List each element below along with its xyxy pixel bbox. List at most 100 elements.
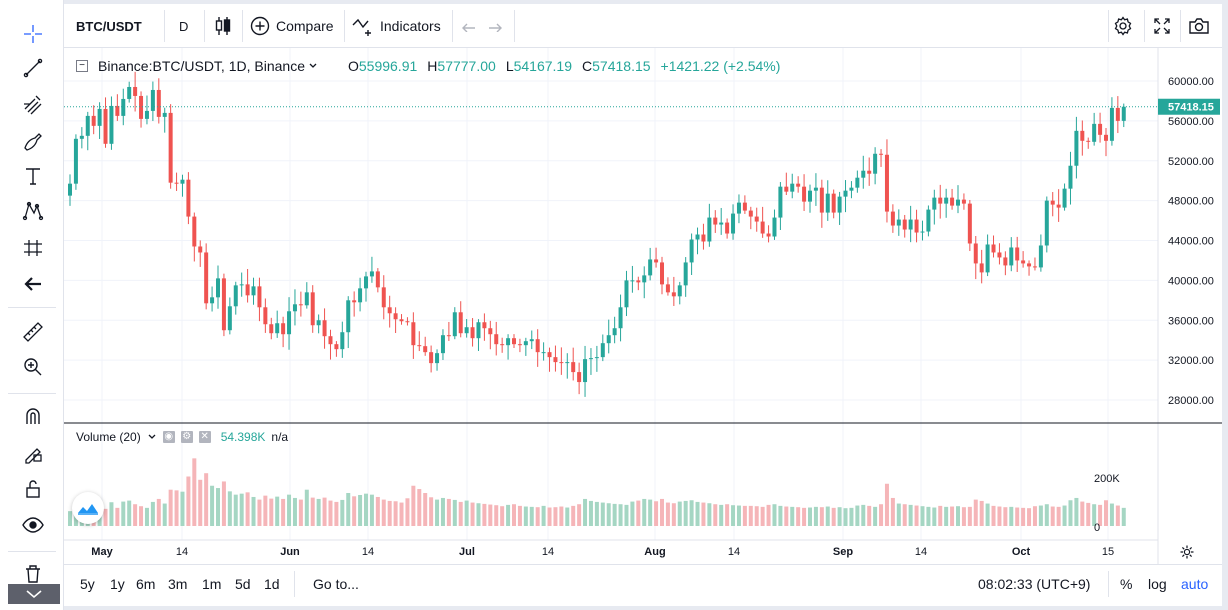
range-6m[interactable]: 6m [136,576,156,592]
volume-bar [423,493,428,526]
lock-drawings-icon[interactable] [19,439,47,467]
series-title[interactable]: Binance:BTC/USDT, 1D, Binance [98,58,305,74]
logo-badge[interactable] [72,492,104,524]
volume-bar [440,497,445,526]
candle-body [884,154,889,212]
range-5y[interactable]: 5y [80,576,95,592]
volume-bar [375,496,380,526]
candle-body [517,344,522,346]
time-tick-label: May [91,546,113,558]
volume-bar [760,506,765,526]
visibility-icon[interactable]: ◉ [162,431,175,443]
compare-button[interactable]: Compare [250,4,334,48]
magnet-icon[interactable] [19,403,47,431]
time-tick-label: Sep [833,546,853,558]
ruler-icon[interactable] [19,318,47,346]
settings-gear-icon[interactable] [1113,4,1133,48]
candle-body [594,357,599,359]
volume-bar [660,498,664,526]
pattern-icon[interactable] [19,197,47,225]
log-scale-toggle[interactable]: log [1148,576,1167,592]
candle-body [387,307,392,314]
grid [64,48,1158,540]
measure-icon[interactable] [19,234,47,262]
fullscreen-icon[interactable] [1152,4,1172,48]
zoom-in-icon[interactable] [19,353,47,381]
candle-body [91,115,96,126]
volume-bar [1074,497,1079,526]
volume-bar [1062,505,1067,526]
interval-button[interactable]: D [179,18,189,34]
redo-icon[interactable] [488,4,502,48]
candle-body [571,362,576,373]
volume-bar [796,507,801,526]
volume-bar [369,494,374,526]
indicators-button[interactable]: Indicators [352,4,441,48]
volume-bar [742,505,747,526]
volume-bar [1027,508,1032,526]
volume-bar [583,498,588,526]
candle-body [216,278,220,298]
volume-title[interactable]: Volume (20) [76,430,141,444]
volume-bar [512,504,516,526]
range-3m[interactable]: 3m [168,576,188,592]
toolbar-collapse-button[interactable] [8,584,60,604]
chart-pane[interactable]: 60000.00 56000.00 52000.00 48000.00 44000.00… [64,48,1222,606]
collapse-legend-icon[interactable]: − [76,60,88,72]
auto-scale-toggle[interactable]: auto [1181,576,1209,592]
back-arrow-icon[interactable] [19,270,47,298]
volume-bar [216,488,220,526]
candle-body [890,211,895,226]
fib-tool-icon[interactable] [19,90,47,118]
candle-body [837,196,842,213]
candle-body [458,312,463,334]
trash-icon[interactable] [19,560,47,588]
indicators-icon [352,18,371,36]
trend-line-icon[interactable] [19,54,47,82]
volume-bar [275,496,280,526]
settings-icon[interactable]: ⚙ [180,431,193,443]
symbol-search-button[interactable]: BTC/USDT [76,18,142,34]
candle-body [162,112,167,117]
candle-body [423,346,428,353]
candle-body [553,357,558,363]
undo-icon[interactable] [462,4,476,48]
volume-bar [494,505,499,526]
range-1y[interactable]: 1y [110,576,125,592]
candle-body [677,285,682,297]
volume-bar [577,504,582,526]
volume-bar [784,506,789,526]
candles-icon[interactable] [214,4,232,48]
crosshair-icon[interactable] [19,20,47,48]
candle-body [1080,130,1085,141]
volume-bar [464,500,469,526]
volume-bar [594,501,599,526]
volume-bar [210,485,215,526]
candle-body [612,328,617,336]
camera-icon[interactable] [1188,4,1210,48]
time-tick-label: 14 [542,546,554,558]
volume-bar [908,504,913,526]
percent-scale-toggle[interactable]: % [1120,576,1133,592]
range-1d[interactable]: 1d [264,576,280,592]
price-chart[interactable]: 60000.00 56000.00 52000.00 48000.00 44000.00… [64,48,1222,564]
candle-body [648,259,653,276]
clock[interactable]: 08:02:33 (UTC+9) [978,576,1091,592]
brush-icon[interactable] [19,126,47,154]
volume-bars [68,458,1126,526]
goto-button[interactable]: Go to... [313,576,359,592]
volume-bar [529,506,534,526]
volume-bar [381,499,386,526]
volume-bar [429,497,434,526]
volume-bar [1044,504,1049,526]
range-5d[interactable]: 5d [235,576,251,592]
change-value: +1421.22 (+2.54%) [660,58,781,74]
eye-icon[interactable] [19,511,47,539]
volume-bar [1015,507,1020,526]
unlock-icon[interactable] [19,475,47,503]
range-1m[interactable]: 1m [202,576,222,592]
text-icon[interactable] [19,162,47,190]
close-icon[interactable]: ✕ [198,431,211,443]
candle-body [150,89,155,111]
candle-body [618,307,623,329]
